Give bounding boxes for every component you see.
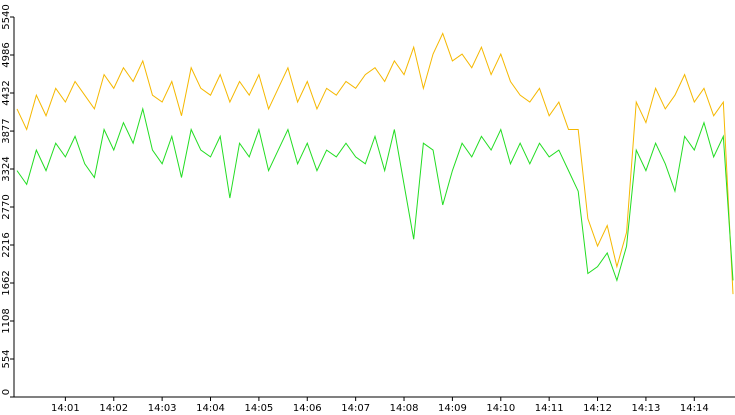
y-tick-label: 554 (1, 349, 12, 368)
y-tick-label: 4432 (1, 80, 12, 105)
y-tick-label: 3324 (1, 156, 12, 181)
y-tick-label: 1108 (1, 308, 12, 333)
x-tick-label: 14:09 (438, 403, 467, 414)
x-tick-label: 14:04 (196, 403, 225, 414)
x-tick-label: 14:02 (99, 403, 128, 414)
x-tick-label: 14:07 (341, 403, 370, 414)
x-tick-label: 14:01 (51, 403, 80, 414)
x-tick-label: 14:10 (486, 403, 515, 414)
y-tick-label: 5540 (1, 4, 12, 29)
x-tick-label: 14:05 (244, 403, 273, 414)
x-tick-label: 14:12 (583, 403, 612, 414)
x-tick-label: 14:13 (632, 403, 661, 414)
x-tick-label: 14:08 (390, 403, 419, 414)
y-tick-label: 2216 (1, 232, 12, 257)
x-tick-label: 14:11 (535, 403, 564, 414)
series-line (16, 106, 734, 283)
x-tick-label: 14:06 (293, 403, 322, 414)
y-tick-label: 1662 (1, 270, 12, 295)
y-tick-label: 0 (1, 389, 12, 395)
y-tick-label: 2770 (1, 194, 12, 219)
x-tick-label: 14:03 (148, 403, 177, 414)
series-line (16, 32, 734, 295)
y-tick-label: 3877 (1, 118, 12, 143)
x-tick-label: 14:14 (680, 403, 709, 414)
y-tick-label: 4986 (1, 42, 12, 67)
